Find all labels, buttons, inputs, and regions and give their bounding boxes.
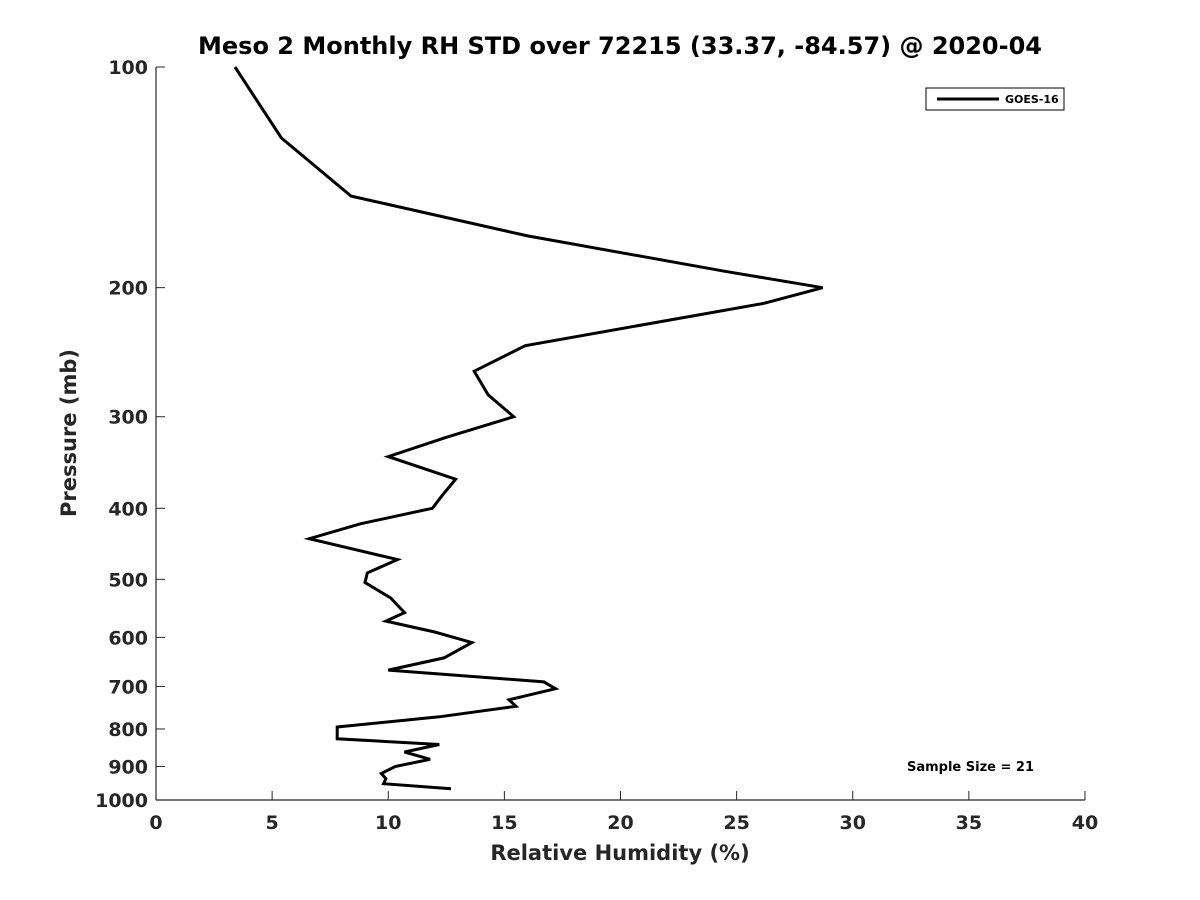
series-line-goes-16 bbox=[233, 66, 823, 791]
plot-area bbox=[155, 67, 1085, 801]
x-tick-label: 15 bbox=[491, 812, 517, 834]
y-axis: 100 200 300 400 500 600 700 800 900 1000 bbox=[95, 57, 165, 812]
y-tick-label: 600 bbox=[108, 627, 148, 649]
y-tick-label: 400 bbox=[108, 498, 148, 520]
x-tick-label: 25 bbox=[723, 812, 749, 834]
y-tick-label: 1000 bbox=[95, 790, 148, 812]
x-axis: 0 5 10 15 20 25 30 35 40 bbox=[149, 791, 1098, 834]
x-tick-label: 0 bbox=[149, 812, 162, 834]
x-tick-label: 30 bbox=[840, 812, 866, 834]
y-tick-label: 100 bbox=[108, 57, 148, 79]
legend: GOES-16 bbox=[925, 87, 1065, 111]
y-tick-label: 500 bbox=[108, 569, 148, 591]
y-tick-label: 300 bbox=[108, 407, 148, 429]
chart-title: Meso 2 Monthly RH STD over 72215 (33.37,… bbox=[198, 32, 1042, 60]
y-axis-title: Pressure (mb) bbox=[57, 349, 81, 517]
y-tick-label: 900 bbox=[108, 756, 148, 778]
legend-label-goes-16: GOES-16 bbox=[1005, 93, 1059, 106]
y-tick-label: 800 bbox=[108, 719, 148, 741]
x-tick-label: 5 bbox=[266, 812, 279, 834]
x-tick-label: 40 bbox=[1072, 812, 1098, 834]
y-tick-label: 200 bbox=[108, 278, 148, 300]
x-tick-label: 35 bbox=[956, 812, 982, 834]
y-tick-label: 700 bbox=[108, 676, 148, 698]
x-tick-label: 10 bbox=[375, 812, 401, 834]
series-layer bbox=[233, 66, 823, 791]
sample-size-annotation: Sample Size = 21 bbox=[907, 760, 1034, 775]
x-tick-label: 20 bbox=[607, 812, 633, 834]
x-axis-title: Relative Humidity (%) bbox=[490, 841, 749, 865]
